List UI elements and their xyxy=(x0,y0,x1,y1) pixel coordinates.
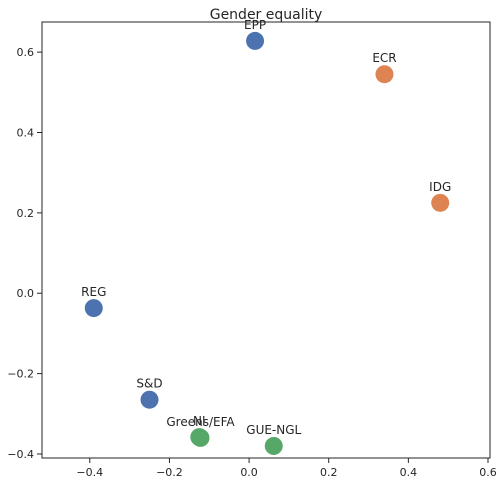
data-point xyxy=(375,65,394,84)
point-label: S&D xyxy=(136,377,162,391)
data-point xyxy=(84,299,103,318)
x-tick-label: −0.2 xyxy=(156,466,183,479)
x-tick-label: 0.2 xyxy=(320,466,338,479)
data-point xyxy=(264,436,283,455)
point-label: NI xyxy=(193,414,206,428)
point-label: REG xyxy=(81,285,106,299)
point-label: Greens/EFA xyxy=(166,415,235,429)
x-axis: −0.4 −0.2 0.0 0.2 0.4 0.6 xyxy=(76,458,497,479)
point-label: EPP xyxy=(244,18,266,32)
plot-frame xyxy=(41,21,491,459)
x-tick-label: −0.4 xyxy=(76,466,103,479)
data-point xyxy=(431,193,450,212)
data-point xyxy=(191,428,210,447)
point-label: IDG xyxy=(429,180,451,194)
y-tick-label: 0.0 xyxy=(17,287,35,300)
data-point xyxy=(140,390,159,409)
point-label: ECR xyxy=(372,51,396,65)
x-tick-label: 0.6 xyxy=(479,466,497,479)
point-label: GUE-NGL xyxy=(246,423,301,437)
y-tick-label: 0.2 xyxy=(17,207,35,220)
y-axis: −0.4 −0.2 0.0 0.2 0.4 0.6 xyxy=(7,46,42,461)
x-tick-label: 0.0 xyxy=(240,466,258,479)
data-point xyxy=(246,31,265,50)
y-tick-label: 0.6 xyxy=(17,46,35,59)
y-tick-label: −0.4 xyxy=(7,448,34,461)
x-tick-label: 0.4 xyxy=(400,466,418,479)
y-tick-label: −0.2 xyxy=(7,368,34,381)
data-points xyxy=(84,31,450,455)
chart-title: Gender equality xyxy=(210,7,323,23)
y-tick-label: 0.4 xyxy=(17,127,35,140)
